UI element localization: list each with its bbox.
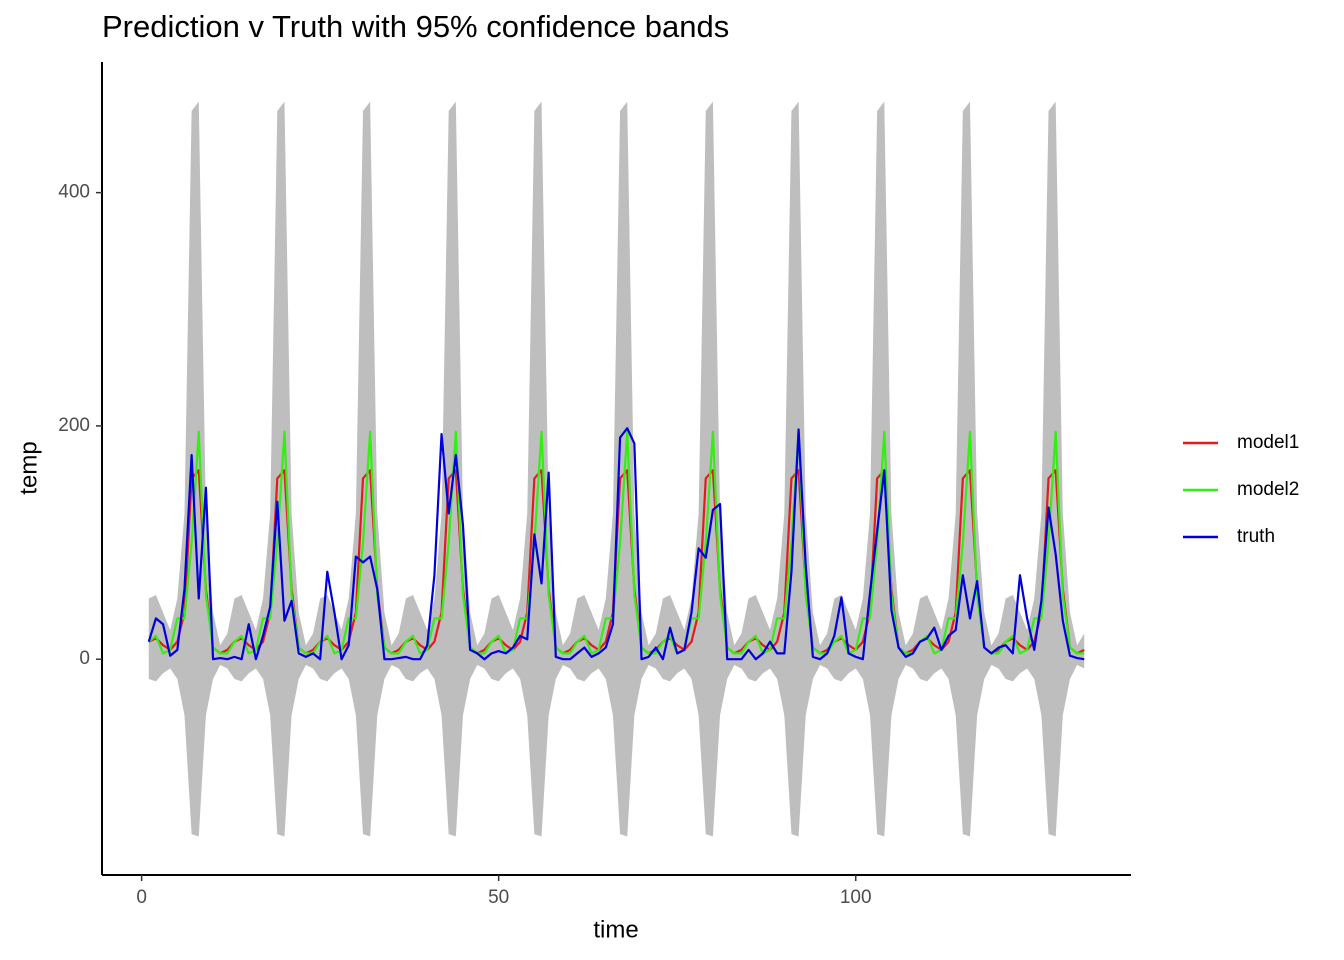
y-tick-label: 200 — [58, 415, 90, 436]
x-tick-label: 100 — [840, 887, 872, 908]
legend-label: truth — [1237, 526, 1275, 547]
x-tick-label: 50 — [488, 887, 509, 908]
legend-label: model1 — [1237, 432, 1299, 453]
x-axis-title: time — [593, 916, 638, 943]
confidence-band — [148, 101, 1085, 837]
y-tick-label: 400 — [58, 182, 90, 203]
y-axis-title: temp — [15, 441, 42, 494]
series-line — [147, 427, 1085, 661]
chart-title: Prediction v Truth with 95% confidence b… — [102, 9, 729, 44]
legend-label: model2 — [1237, 479, 1299, 500]
y-tick-label: 0 — [79, 648, 90, 669]
x-tick-label: 0 — [136, 887, 147, 908]
series-line — [148, 430, 1085, 655]
